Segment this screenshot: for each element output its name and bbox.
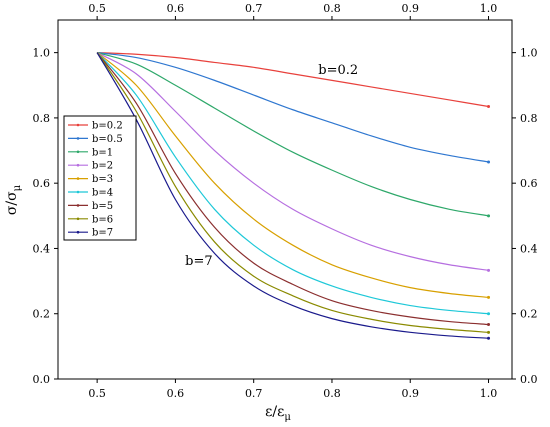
- legend-marker-7: [76, 217, 80, 221]
- series-line-7: [96, 52, 489, 333]
- legend-marker-5: [76, 190, 80, 194]
- x-tick-label-bottom: 0.6: [167, 387, 185, 400]
- series-end-marker-1: [487, 160, 491, 164]
- legend-label-8: b=7: [92, 228, 113, 239]
- x-tick-label-bottom: 0.7: [245, 387, 263, 400]
- axis-ticks: 0.5 0.5 0.6 0.6 0.7 0.7 0.8 0.8 0.9 0.9 1.0 1.0 0.0 0…: [33, 2, 538, 400]
- series-lines: [96, 52, 491, 340]
- series-end-marker-4: [487, 295, 491, 299]
- x-tick-label-top: 0.5: [88, 2, 106, 15]
- x-tick-label-top: 0.7: [245, 2, 263, 15]
- legend-label-0: b=0.2: [92, 121, 123, 132]
- y-axis-title: σ/σμ: [4, 184, 23, 215]
- legend-label-3: b=2: [92, 161, 113, 172]
- x-tick-label-top: 1.0: [480, 2, 498, 15]
- y-tick-label-right: 1.0: [520, 47, 538, 60]
- series-line-2: [96, 52, 489, 217]
- series-line-3: [96, 52, 489, 271]
- y-tick-label-right: 0.8: [520, 112, 538, 125]
- y-tick-label-left: 1.0: [33, 47, 51, 60]
- series-end-marker-5: [487, 312, 491, 316]
- y-tick-label-right: 0.6: [520, 177, 538, 190]
- x-tick-label-top: 0.6: [167, 2, 185, 15]
- legend-marker-3: [76, 163, 80, 167]
- x-tick-label-top: 0.8: [323, 2, 341, 15]
- y-tick-label-right: 0.0: [520, 373, 538, 386]
- series-end-marker-0: [487, 104, 491, 108]
- legend-marker-2: [76, 150, 80, 154]
- legend-marker-4: [76, 177, 80, 180]
- legend-marker-0: [76, 123, 80, 127]
- legend-label-6: b=5: [92, 201, 113, 212]
- series-end-marker-8: [487, 336, 491, 340]
- series-line-4: [96, 52, 489, 299]
- series-end-marker-6: [487, 322, 491, 326]
- series-line-8: [96, 52, 489, 339]
- legend-label-7: b=6: [92, 214, 113, 225]
- y-tick-label-left: 0.8: [33, 112, 51, 125]
- y-tick-label-left: 0.4: [33, 242, 51, 255]
- y-tick-label-right: 0.2: [520, 308, 538, 321]
- x-tick-label-bottom: 1.0: [480, 387, 498, 400]
- x-tick-label-bottom: 0.5: [88, 387, 106, 400]
- series-end-marker-2: [487, 214, 491, 218]
- series-line-1: [97, 52, 489, 163]
- series-line-6: [96, 52, 489, 326]
- y-tick-label-left: 0.6: [33, 177, 51, 190]
- x-tick-label-top: 0.9: [401, 2, 419, 15]
- plot-frame: [57, 19, 513, 380]
- legend-label-1: b=0.5: [92, 134, 123, 145]
- y-tick-label-left: 0.0: [33, 373, 51, 386]
- y-tick-label-left: 0.2: [33, 308, 51, 321]
- x-axis-title: ε/εμ: [265, 404, 291, 423]
- legend-label-5: b=4: [92, 188, 113, 199]
- legend-marker-8: [76, 230, 80, 234]
- legend-label-4: b=3: [92, 174, 113, 185]
- annotation-0: b=0.2: [318, 63, 358, 78]
- x-tick-label-bottom: 0.9: [401, 387, 419, 400]
- series-line-0: [97, 52, 489, 108]
- annotation-1: b=7: [185, 254, 213, 269]
- x-tick-label-bottom: 0.8: [323, 387, 341, 400]
- annotations: b=0.2 b=7: [185, 63, 358, 269]
- legend-marker-1: [76, 137, 80, 140]
- series-line-5: [96, 52, 489, 315]
- legend-marker-6: [76, 204, 80, 207]
- series-end-marker-3: [487, 268, 491, 272]
- legend-label-2: b=1: [92, 147, 113, 158]
- legend: b=0.2 b=0.5 b=1 b=2 b=3 b=4 b=5 b=6 b=7: [63, 115, 137, 241]
- y-tick-label-right: 0.4: [520, 242, 538, 255]
- series-end-marker-7: [487, 330, 491, 334]
